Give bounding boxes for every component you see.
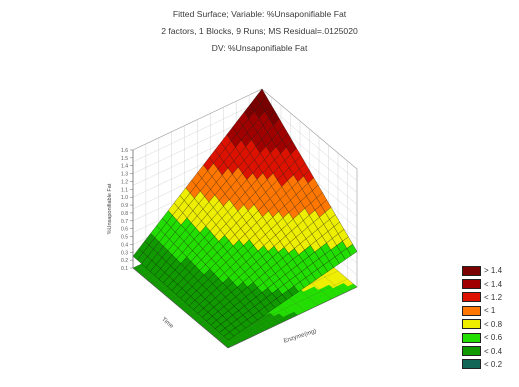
legend-swatch xyxy=(462,292,481,303)
legend: > 1.4 < 1.4 < 1.2 < 1 < 0.8 < 0.6 < 0.4 < 0.2 xyxy=(462,264,519,371)
x-axis-label: Time xyxy=(160,317,174,330)
legend-label: < 0.4 xyxy=(484,346,503,356)
fitted-surface xyxy=(132,88,358,341)
legend-swatch xyxy=(462,359,481,370)
legend-label: < 1.2 xyxy=(484,292,503,302)
legend-item: < 1.4 xyxy=(462,277,519,290)
z-tick-label: 0.7 xyxy=(121,219,128,225)
z-tick-label: 0.8 xyxy=(121,211,128,217)
y-axis-label: Enzyme(mg) xyxy=(283,328,317,344)
legend-swatch xyxy=(462,265,481,276)
legend-swatch xyxy=(462,332,481,343)
legend-item: < 0.2 xyxy=(462,358,519,371)
z-tick-label: 1.1 xyxy=(121,187,128,193)
chart-subtitle: 2 factors, 1 Blocks, 9 Runs; MS Residual… xyxy=(161,26,358,36)
chart-title: Fitted Surface; Variable: %Unsaponifiabl… xyxy=(172,9,347,19)
legend-swatch xyxy=(462,346,481,357)
x-axis-line xyxy=(132,267,229,349)
legend-swatch xyxy=(462,305,481,316)
z-tick-label: 0.5 xyxy=(121,235,128,241)
legend-label: < 0.8 xyxy=(484,319,503,329)
legend-label: < 1 xyxy=(484,306,496,316)
legend-item: < 1 xyxy=(462,304,519,317)
chart-dv-label: DV: %Unsaponifiable Fat xyxy=(211,43,308,53)
z-tick-label: 1.3 xyxy=(121,172,128,178)
legend-label: < 1.4 xyxy=(484,279,503,289)
legend-label: > 1.4 xyxy=(484,266,503,276)
legend-item: < 0.4 xyxy=(462,344,519,357)
surface-cell xyxy=(223,331,235,341)
legend-item: < 0.6 xyxy=(462,331,519,344)
legend-item: > 1.4 xyxy=(462,264,519,277)
z-tick-label: 0.6 xyxy=(121,227,128,233)
y-axis-line xyxy=(227,286,358,349)
z-tick-label: 1.4 xyxy=(121,164,128,170)
z-tick-label: 1.2 xyxy=(121,179,128,185)
z-tick-label: 0.3 xyxy=(121,250,128,256)
z-tick-label: 0.2 xyxy=(121,258,128,264)
z-tick-label: 0.1 xyxy=(121,266,128,272)
legend-item: < 0.8 xyxy=(462,318,519,331)
legend-swatch xyxy=(462,279,481,290)
z-axis-label: %Unsaponifiable Fat xyxy=(107,183,113,234)
chart-titles: Fitted Surface; Variable: %Unsaponifiabl… xyxy=(0,6,519,57)
legend-label: < 0.2 xyxy=(484,359,503,369)
legend-item: < 1.2 xyxy=(462,291,519,304)
z-tick-label: 0.4 xyxy=(121,242,128,248)
z-tick-label: 0.9 xyxy=(121,203,128,209)
legend-swatch xyxy=(462,319,481,330)
z-tick-label: 1.5 xyxy=(121,156,128,162)
legend-label: < 0.6 xyxy=(484,333,503,343)
z-tick-label: 1.6 xyxy=(121,148,128,154)
z-tick-label: 1.0 xyxy=(121,195,128,201)
